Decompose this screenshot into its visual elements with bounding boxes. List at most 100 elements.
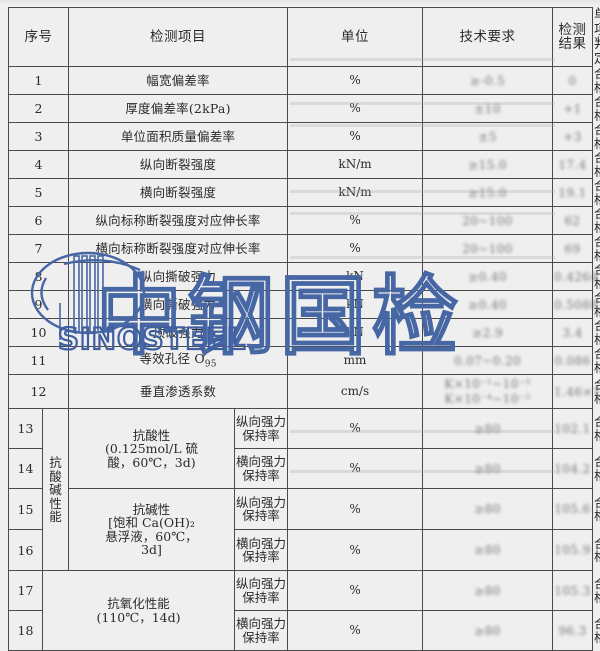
row-requirement: 20~100 [422,234,554,264]
row-item: 横向标称断裂强度对应伸长率 [67,234,289,264]
result-value: +3 [563,129,582,144]
row-serial: 9 [8,290,69,320]
header-requirement: 技术要求 [422,6,554,68]
row-serial: 2 [8,94,69,124]
side-char-4: 能 [49,509,62,525]
row-result: 104.2 [552,448,594,490]
table-row: 7 横向标称断裂强度对应伸长率 % 20~100 69 合格 [8,234,600,264]
requirement-value: ≥0.40 [468,269,507,284]
scan-edge [0,0,600,6]
side-char-2: 碱 [49,482,62,498]
row-unit: % [287,610,424,651]
sub-item-line-2: 保持率 [242,508,280,524]
table-row: 13 抗 酸 碱 性 能 抗酸性 (0.125mol/L 硫 酸，60℃，3d) [8,408,600,572]
result-value: 19.1 [558,185,587,200]
table-row: 10 顶破强力 kN ≥2.9 3.4 合格 [8,318,600,348]
table-body: 1 幅宽偏差率 % ≥-0.5 0 合格 2 厚度偏差率(2kPa) % ±10… [8,66,600,651]
result-value: 104.2 [554,461,591,476]
row-requirement: ≥80 [422,448,554,490]
sub-item-line-1: 纵向强力 [236,576,287,592]
result-value: 0 [568,73,577,88]
row-serial: 8 [8,262,69,292]
requirement-value: 20~100 [462,241,513,256]
group-oxidation-line-2: (110℃，14d) [96,609,181,625]
table-row: 14 横向强力 保持率 % ≥80 104.2 合格 [8,448,600,490]
sub-item-line-2: 保持率 [242,427,280,443]
row-serial: 13 [8,408,43,450]
row-requirement: ±10 [422,94,554,124]
result-value: 105.3 [554,583,591,598]
row-serial: 17 [8,570,43,612]
sub-item-line-1: 纵向强力 [236,494,287,510]
row-requirement: ≥80 [422,408,554,450]
row-serial: 14 [8,448,43,490]
row-requirement: ≥-0.5 [422,66,554,96]
sub-item: 横向强力 保持率 [233,448,289,490]
result-value: 0.5088 [554,297,599,312]
row-unit: kN [287,318,424,348]
result-value: 0.4264 [554,269,599,284]
sub-item-line-1: 横向强力 [236,616,287,632]
header-item: 检测项目 [67,6,289,68]
requirement-value: ≥15.0 [468,185,507,200]
row-item: 横向断裂强度 [67,178,289,208]
row-unit: % [287,529,424,572]
requirement-line-1: K×10⁻¹~10⁻³ [444,376,531,391]
group-side-label: 抗 酸 碱 性 能 [42,408,69,572]
row-requirement: 20~100 [422,206,554,236]
result-value: +1 [563,101,582,116]
row-unit: kN/m [287,150,424,180]
sub-item-line-1: 横向强力 [236,535,287,551]
requirement-line-2: K×10⁻⁴~10⁻² [444,391,531,406]
row-unit: % [287,94,424,124]
result-value: 102.1 [554,421,591,436]
row-result: 0.4264 [552,262,598,292]
requirement-value: 20~100 [462,213,513,228]
row-result: 105.6 [552,488,594,531]
row-result: 19.1 [552,178,594,208]
inspection-results-table: 序号 检测项目 单位 技术要求 检测结果 单项判定 1 幅宽偏差率 % ≥-0.… [8,6,600,651]
row-result: 105.3 [552,570,594,612]
sub-item: 纵向强力 保持率 [233,488,289,531]
row-requirement: ≥80 [422,529,554,572]
result-value: 3.4 [562,325,583,340]
group-acid-line-2: (0.125mol/L 硫 [104,441,199,457]
row-item: 纵向断裂强度 [67,150,289,180]
header-unit: 单位 [287,6,424,68]
requirement-value: ≥80 [474,543,501,558]
row-result: 69 [552,234,594,264]
result-value: 1.46×10⁻² [554,384,600,399]
row-serial: 15 [8,488,43,531]
row-result: 62 [552,206,594,236]
row-requirement: ≥2.9 [422,318,554,348]
table-row: 17 抗氧化性能 (110℃，14d) 纵向强力 保持率 % ≥80 105.3… [8,570,600,651]
row-result: 3.4 [552,318,594,348]
table-row: 9 横向撕破强力 kN ≥0.40 0.5088 合格 [8,290,600,320]
row-result: 0.5088 [552,290,598,320]
row-result: 96.3 [552,610,594,651]
row-requirement: ≥80 [422,488,554,531]
row-serial: 10 [8,318,69,348]
row-unit: % [287,66,424,96]
row-item: 纵向撕破强力 [67,262,289,292]
row-requirement: 0.07~0.20 [422,346,554,376]
row-result: 17.4 [552,150,594,180]
row-serial: 11 [8,346,69,376]
row-serial: 1 [8,66,69,96]
row-result: 0 [552,66,594,96]
sub-item-line-2: 保持率 [242,467,280,483]
row-result: 102.1 [552,408,594,450]
result-value: 62 [564,213,581,228]
requirement-value: ≥-0.5 [469,73,506,88]
row-unit: cm/s [287,374,424,410]
table-row: 12 垂直渗透系数 cm/s K×10⁻¹~10⁻³ K×10⁻⁴~10⁻² 1.… [8,374,600,410]
row-item: 厚度偏差率(2kPa) [67,94,289,124]
side-char-3: 性 [49,495,62,511]
group-oxidation-label: 抗氧化性能 (110℃，14d) [42,570,235,651]
row-requirement: ≥80 [422,610,554,651]
row-result: +3 [552,122,594,152]
row-unit: kN/m [287,178,424,208]
requirement-value: ≥0.40 [468,297,507,312]
group-acid-line-1: 抗酸性 [132,427,171,443]
